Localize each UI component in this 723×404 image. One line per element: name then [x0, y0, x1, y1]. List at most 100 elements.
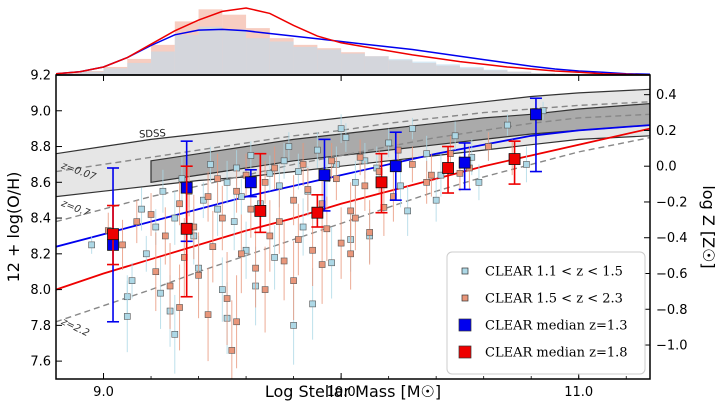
median-point — [389, 160, 402, 173]
median-point — [254, 205, 267, 217]
data-point — [228, 347, 236, 354]
legend-label: CLEAR median z=1.8 — [485, 346, 628, 361]
data-point — [159, 187, 167, 195]
data-point — [409, 125, 416, 132]
mass-distribution-panel — [56, 7, 650, 75]
data-point — [261, 178, 269, 186]
data-point — [290, 277, 297, 284]
data-point — [166, 282, 174, 290]
data-point — [428, 171, 435, 179]
data-point — [152, 268, 160, 276]
data-point — [328, 157, 335, 165]
data-point — [252, 264, 259, 272]
data-point — [309, 300, 316, 308]
data-point — [219, 286, 226, 293]
data-point — [280, 157, 288, 165]
data-point — [176, 304, 183, 311]
data-point — [299, 161, 307, 168]
median-point — [180, 222, 193, 235]
data-point — [266, 232, 274, 240]
hist-bar-blue — [79, 71, 104, 75]
curve-annotation: z=2.2 — [59, 316, 91, 339]
data-point — [397, 182, 404, 190]
data-point — [333, 175, 340, 183]
y2-tick-label: 0.0 — [656, 160, 677, 175]
data-point — [356, 153, 364, 161]
data-point — [195, 271, 202, 279]
data-point — [209, 243, 217, 250]
y-axis-title: 12 + log(O/H) — [4, 172, 23, 283]
data-point — [437, 171, 445, 179]
data-point — [204, 311, 212, 318]
y-tick-label: 7.6 — [30, 355, 51, 370]
data-point — [323, 225, 331, 233]
data-point — [337, 125, 345, 132]
legend-marker — [458, 318, 472, 332]
hist-bar-blue — [531, 72, 555, 75]
fit-line — [56, 127, 650, 291]
data-point — [342, 134, 350, 141]
y2-tick-label: 0.2 — [656, 124, 677, 139]
data-point — [157, 289, 164, 297]
y2-tick-label: 0.4 — [656, 88, 677, 103]
sdss-band-layer — [56, 88, 650, 198]
data-point — [242, 246, 250, 254]
data-point — [152, 223, 160, 231]
data-point — [271, 164, 278, 172]
data-point — [133, 218, 141, 225]
data-point — [147, 211, 155, 218]
data-point — [366, 229, 373, 236]
median-point — [311, 206, 324, 219]
data-point — [504, 121, 511, 129]
x-axis-title: Log Stellar Mass [M☉] — [265, 382, 441, 401]
hist-bar-blue — [412, 61, 437, 75]
data-point — [238, 193, 245, 200]
legend: CLEAR 1.1 < z < 1.5 CLEAR 1.5 < z < 2.3 CL… — [446, 251, 646, 375]
data-point — [138, 205, 145, 213]
x-tick-label: 10.0 — [327, 385, 356, 400]
data-point — [247, 152, 255, 159]
data-point — [290, 196, 297, 204]
hist-bar-blue — [507, 71, 532, 75]
data-point — [352, 214, 359, 222]
data-point — [142, 250, 150, 258]
y2-tick-label: −0.4 — [656, 231, 688, 246]
legend-marker — [458, 345, 472, 359]
y-tick-label: 7.8 — [30, 319, 51, 334]
legend-marker — [461, 294, 469, 302]
legend-box — [446, 251, 646, 375]
median-point — [107, 228, 119, 241]
data-point — [475, 178, 483, 186]
median-point — [458, 156, 471, 169]
data-point — [271, 254, 278, 261]
data-point — [161, 232, 169, 240]
y2-tick-label: −0.6 — [656, 267, 688, 282]
median-point — [375, 176, 388, 189]
legend-label: CLEAR median z=1.3 — [485, 319, 628, 334]
data-point — [361, 182, 369, 190]
median-point — [508, 153, 521, 165]
kde-curve-red — [56, 7, 650, 75]
hist-bar-blue — [341, 53, 365, 75]
hist-bar-blue — [103, 68, 128, 75]
median-point — [442, 162, 454, 174]
data-point — [404, 207, 411, 215]
data-point — [176, 200, 183, 208]
data-point — [171, 330, 179, 338]
data-point — [280, 257, 288, 265]
data-point — [347, 250, 354, 258]
data-point — [295, 168, 302, 175]
data-point — [432, 196, 440, 204]
x-tick-label: 11.0 — [564, 385, 593, 400]
median-points-layer — [107, 97, 542, 323]
data-point — [214, 205, 221, 213]
y-tick-label: 8.4 — [30, 212, 51, 227]
data-point — [385, 139, 392, 147]
data-point — [352, 178, 359, 186]
data-point — [214, 175, 221, 183]
hist-bar-blue — [151, 51, 175, 75]
hist-bar-blue — [483, 69, 508, 75]
data-point — [318, 261, 326, 268]
data-point — [309, 246, 316, 254]
data-point — [276, 218, 283, 225]
